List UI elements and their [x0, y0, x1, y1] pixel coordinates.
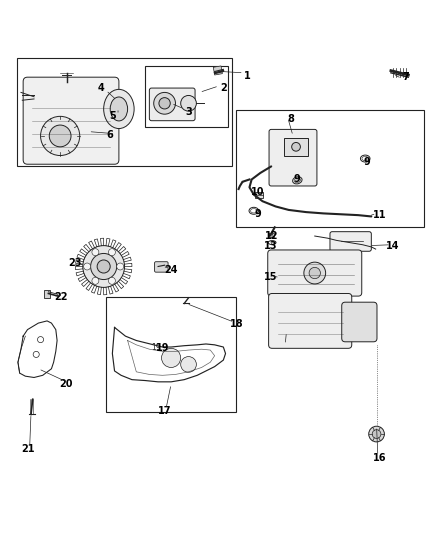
Circle shape: [181, 95, 196, 111]
Text: 6: 6: [107, 130, 113, 140]
FancyBboxPatch shape: [23, 77, 119, 164]
Bar: [44, 290, 50, 298]
Circle shape: [49, 125, 71, 147]
FancyBboxPatch shape: [268, 250, 362, 296]
Text: 9: 9: [255, 209, 261, 219]
FancyBboxPatch shape: [269, 130, 317, 186]
Circle shape: [97, 260, 110, 273]
Circle shape: [162, 349, 181, 367]
Bar: [213, 66, 223, 75]
Text: 9: 9: [294, 174, 301, 184]
Text: 10: 10: [251, 187, 265, 197]
Circle shape: [154, 92, 176, 114]
Text: 19: 19: [155, 343, 169, 353]
Text: 1: 1: [244, 71, 251, 81]
Text: 24: 24: [164, 265, 178, 275]
Bar: [106, 297, 237, 413]
Text: 9: 9: [364, 157, 371, 167]
Text: 8: 8: [287, 114, 294, 124]
Bar: [254, 192, 263, 198]
FancyBboxPatch shape: [268, 294, 352, 349]
Text: 17: 17: [158, 406, 171, 416]
FancyBboxPatch shape: [149, 88, 195, 120]
FancyBboxPatch shape: [330, 232, 371, 251]
Bar: [284, 138, 308, 156]
Text: 20: 20: [59, 379, 73, 389]
Text: 2: 2: [220, 83, 227, 93]
Text: 22: 22: [55, 292, 68, 302]
Circle shape: [159, 98, 170, 109]
Circle shape: [372, 430, 381, 439]
Circle shape: [304, 262, 325, 284]
Circle shape: [109, 249, 116, 256]
Circle shape: [117, 263, 124, 270]
Text: 3: 3: [185, 107, 192, 117]
Text: 11: 11: [373, 210, 387, 220]
Circle shape: [92, 277, 99, 284]
Circle shape: [369, 426, 385, 442]
Ellipse shape: [104, 90, 134, 128]
Text: 13: 13: [264, 240, 277, 251]
Ellipse shape: [110, 97, 127, 121]
Circle shape: [109, 277, 116, 284]
Circle shape: [91, 254, 117, 279]
Text: 23: 23: [69, 258, 82, 268]
Circle shape: [92, 249, 99, 256]
Bar: [268, 232, 274, 237]
Text: 7: 7: [403, 72, 410, 82]
Bar: [145, 66, 228, 127]
Bar: [17, 58, 232, 166]
Circle shape: [309, 268, 321, 279]
FancyBboxPatch shape: [342, 302, 377, 342]
Circle shape: [292, 142, 300, 151]
Text: 21: 21: [21, 445, 34, 454]
Text: 4: 4: [98, 83, 105, 93]
FancyBboxPatch shape: [155, 262, 168, 272]
Circle shape: [181, 357, 196, 372]
Bar: [237, 110, 424, 228]
Text: 14: 14: [386, 240, 400, 251]
Text: 12: 12: [265, 231, 278, 241]
Circle shape: [83, 246, 124, 287]
Text: 16: 16: [373, 453, 387, 463]
Text: 5: 5: [109, 111, 116, 122]
Circle shape: [41, 116, 80, 156]
Text: 18: 18: [230, 319, 243, 329]
Text: 15: 15: [264, 272, 277, 282]
Text: 19: 19: [151, 343, 161, 352]
Circle shape: [84, 263, 91, 270]
